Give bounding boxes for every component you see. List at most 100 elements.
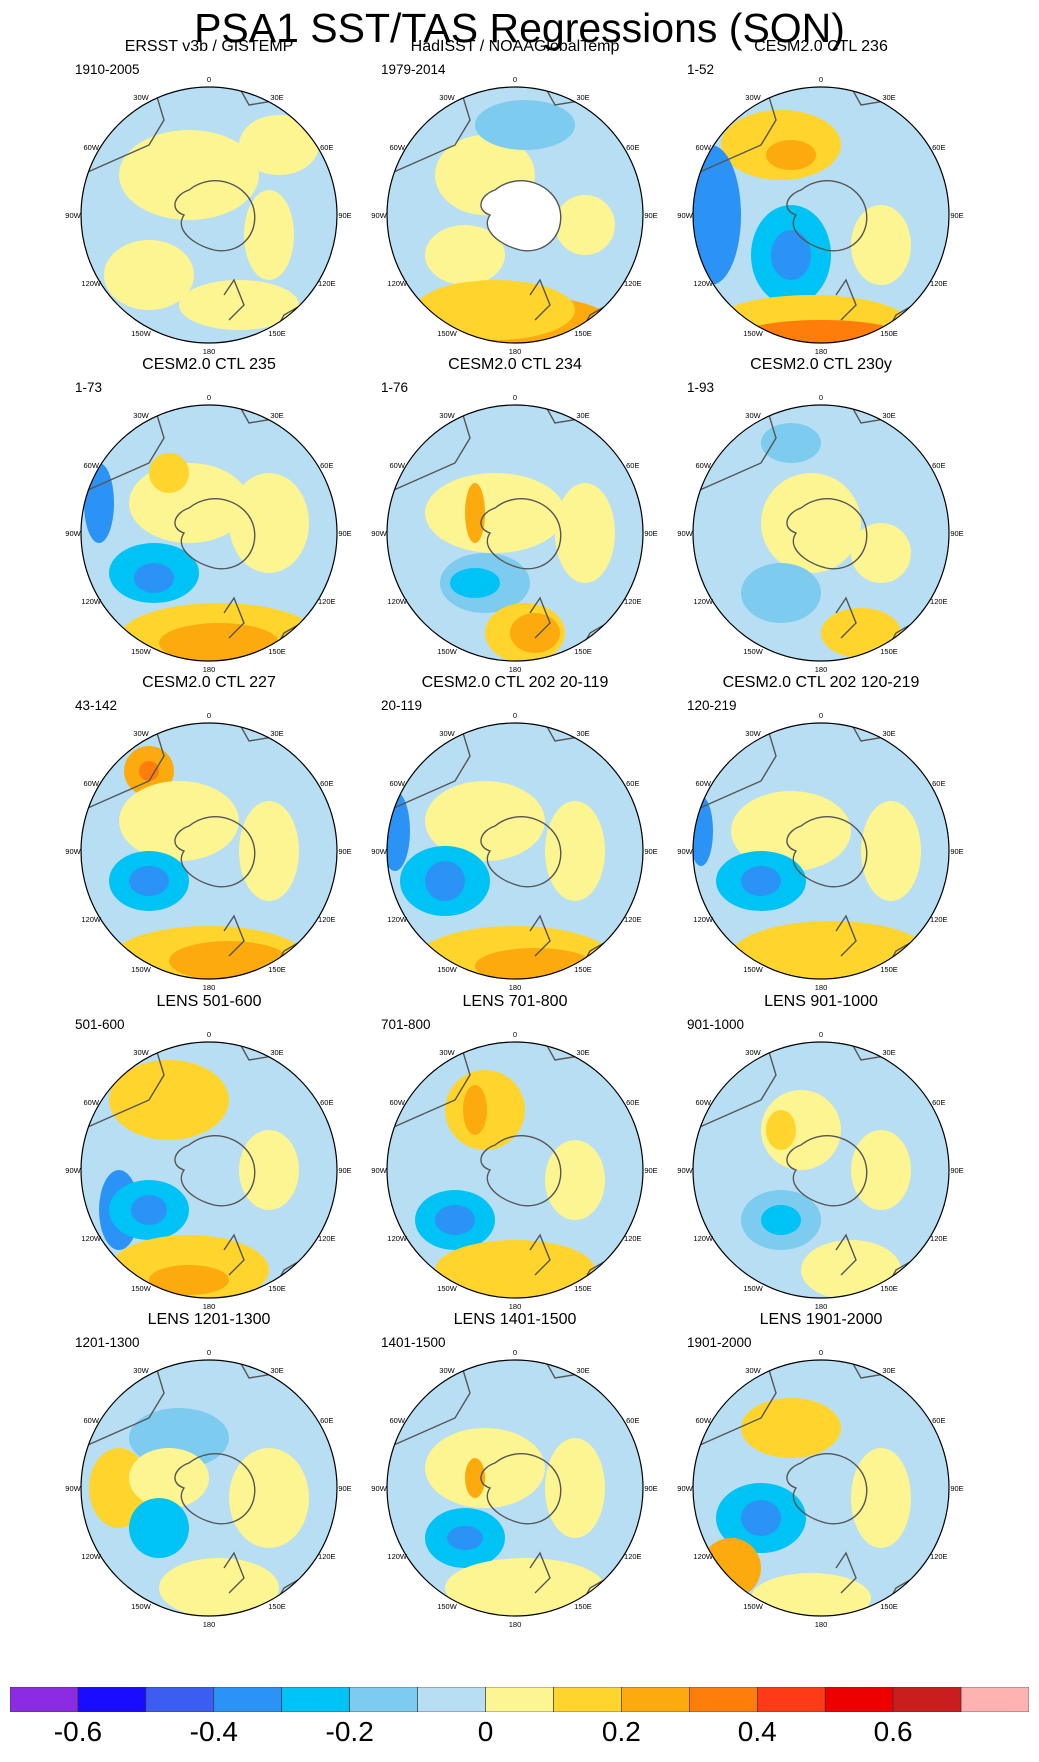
field-contour: [741, 866, 781, 896]
field-contour: [766, 1110, 796, 1150]
longitude-label: 60E: [320, 779, 333, 788]
field-contour: [731, 921, 931, 979]
longitude-label: 30E: [576, 1048, 589, 1057]
longitude-label: 120W: [81, 915, 102, 924]
field-contour: [244, 190, 294, 280]
field-contour: [119, 781, 239, 861]
regression-field: [81, 405, 337, 661]
field-contour: [450, 568, 500, 598]
field-contour: [119, 130, 259, 220]
field-contour: [129, 1498, 189, 1558]
colorbar-swatch: [349, 1687, 418, 1712]
south-america-coastline: [693, 405, 777, 494]
longitude-label: 150E: [574, 1284, 592, 1293]
field-contour: [109, 1060, 229, 1140]
longitude-label: 60W: [389, 143, 405, 152]
south-america-coastline: [387, 1360, 471, 1449]
map-border: [80, 86, 338, 344]
antarctica-coastline: [480, 498, 562, 570]
longitude-label: 60E: [320, 461, 333, 470]
panel-title: CESM2.0 CTL 202 120-219: [723, 674, 920, 691]
field-contour: [131, 1195, 167, 1225]
field-contour: [129, 1448, 209, 1508]
panel-period: 1401-1500: [381, 1335, 446, 1350]
field-contour: [425, 473, 565, 553]
panel-title: CESM2.0 CTL 202 20-119: [422, 674, 609, 691]
longitude-label: 180: [509, 665, 522, 674]
longitude-label: 0: [207, 1030, 211, 1039]
antarctica-coastline: [786, 180, 868, 252]
field-contour: [851, 523, 911, 583]
longitude-label: 150W: [743, 329, 764, 338]
longitude-label: 60W: [389, 1416, 405, 1425]
colorbar-swatch: [824, 1687, 894, 1712]
longitude-label: 30W: [133, 411, 149, 420]
colorbar-tick-label: 0.4: [737, 1716, 777, 1747]
panel-period: 1-52: [687, 62, 714, 77]
panel-period: 701-800: [381, 1017, 431, 1032]
figure-title: PSA1 SST/TAS Regressions (SON): [194, 5, 845, 51]
longitude-label: 60W: [695, 779, 711, 788]
longitude-label: 150E: [880, 965, 898, 974]
longitude-label: 30E: [270, 729, 283, 738]
regression-field: [81, 87, 337, 343]
field-contour: [851, 205, 911, 285]
field-contour: [425, 861, 465, 901]
field-contour: [425, 781, 545, 861]
colorbar-tick-label: 0.2: [601, 1716, 641, 1747]
longitude-label: 90W: [65, 529, 81, 538]
field-contour: [239, 801, 299, 901]
longitude-label: 30W: [439, 93, 455, 102]
panel-title: LENS 901-1000: [764, 993, 878, 1010]
antarctica-coastline: [786, 1135, 868, 1207]
longitude-label: 30W: [745, 93, 761, 102]
longitude-label: 120E: [318, 1234, 336, 1243]
map-border: [80, 404, 338, 662]
longitude-label: 0: [819, 1348, 823, 1357]
field-contour: [463, 1085, 487, 1135]
longitude-label: 120E: [318, 279, 336, 288]
field-contour: [475, 100, 575, 150]
longitude-label: 30W: [745, 411, 761, 420]
longitude-label: 90E: [644, 211, 657, 220]
colorbar-tick-label: -0.2: [325, 1716, 374, 1747]
longitude-label: 90E: [950, 1484, 963, 1493]
regression-field: [387, 87, 643, 343]
field-contour: [741, 1398, 841, 1458]
longitude-label: 150W: [437, 1284, 458, 1293]
longitude-label: 120E: [930, 279, 948, 288]
colorbar-swatch: [417, 1687, 486, 1712]
longitude-label: 120W: [693, 597, 714, 606]
longitude-label: 60W: [83, 779, 99, 788]
longitude-label: 0: [207, 393, 211, 402]
longitude-label: 0: [207, 711, 211, 720]
longitude-label: 60E: [932, 1416, 945, 1425]
map-panel: LENS 1201-1300 1201-1300 0 30E 60E 90E 120E 150…: [65, 1311, 351, 1629]
colorbar-swatch: [892, 1687, 962, 1712]
colorbar-swatch: [621, 1687, 690, 1712]
longitude-label: 0: [513, 1348, 517, 1357]
longitude-label: 180: [815, 665, 828, 674]
panel-period: 901-1000: [687, 1017, 744, 1032]
field-contour: [545, 1140, 605, 1220]
longitude-label: 150E: [268, 329, 286, 338]
map-border: [692, 404, 950, 662]
map-border: [80, 722, 338, 980]
antarctica-coastline: [786, 498, 868, 570]
longitude-label: 150E: [880, 647, 898, 656]
regression-field: [81, 1360, 337, 1616]
longitude-label: 90W: [677, 211, 693, 220]
longitude-label: 60E: [932, 143, 945, 152]
antarctica-coastline: [786, 816, 868, 888]
field-contour: [169, 941, 289, 979]
map-panel: HadISST / NOAAGlobalTemp 1979-2014 0 30E 60E…: [371, 38, 657, 356]
longitude-label: 120E: [318, 597, 336, 606]
longitude-label: 150W: [437, 965, 458, 974]
regression-field: [81, 1042, 337, 1298]
longitude-label: 150E: [268, 1602, 286, 1611]
longitude-label: 60E: [320, 1416, 333, 1425]
longitude-label: 30E: [270, 1048, 283, 1057]
map-panel: LENS 901-1000 901-1000 0 30E 60E 90E 120E 150E 1…: [677, 993, 963, 1311]
longitude-label: 150W: [131, 1284, 152, 1293]
longitude-label: 30E: [882, 729, 895, 738]
